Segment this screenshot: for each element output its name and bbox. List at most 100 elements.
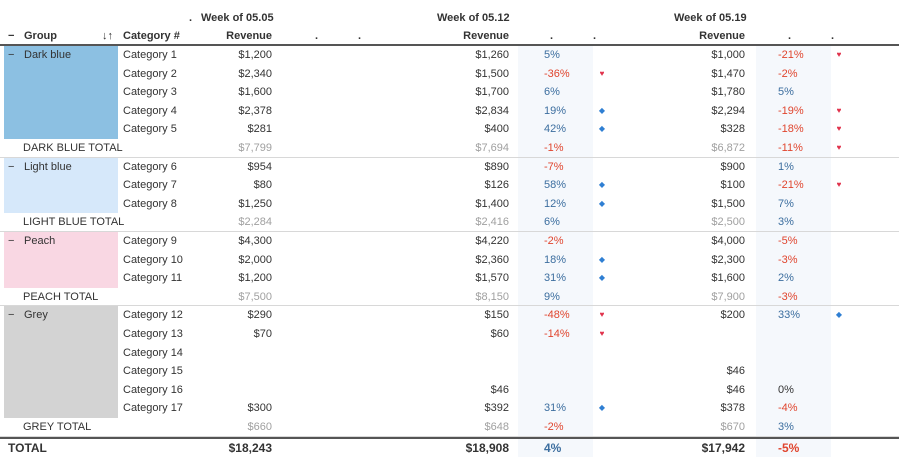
- week2-change-pct: -2%: [544, 235, 564, 247]
- group-total-week2-pct: -2%: [544, 421, 564, 433]
- group-total-week1: $2,284: [238, 216, 272, 229]
- week3-pct-shade: [756, 287, 831, 307]
- week3-revenue: $2,294: [711, 104, 745, 117]
- week3-revenue: $1,780: [711, 86, 745, 99]
- week3-pct-shade: [756, 213, 831, 232]
- week1-revenue: $300: [247, 402, 272, 415]
- group-collapse-icon[interactable]: −: [8, 235, 15, 247]
- week3-pct-shade: [756, 83, 831, 102]
- week2-revenue: $150: [484, 309, 509, 322]
- week2-revenue: [429, 362, 509, 380]
- group-total-label: GREY TOTAL: [23, 421, 92, 433]
- category-label: Category 2: [123, 67, 177, 80]
- sort-icon[interactable]: ↓↑: [102, 30, 113, 42]
- week2-revenue: $2,360: [475, 253, 509, 266]
- week2-change-pct: -36%: [544, 67, 570, 80]
- week1-revenue: $281: [247, 123, 272, 136]
- week1-revenue: $70: [253, 328, 272, 340]
- group-divider: [0, 305, 899, 307]
- category-label: Category 10: [123, 253, 183, 266]
- week2-revenue: $2,834: [475, 104, 509, 117]
- week2-revenue: $126: [484, 179, 509, 192]
- week1-revenue: [192, 381, 272, 399]
- group-total-week3-pct: 3%: [778, 421, 794, 433]
- week2-revenue: $60: [490, 328, 509, 340]
- group-total-week2: $7,694: [475, 142, 509, 154]
- week1-revenue-header[interactable]: Revenue: [226, 30, 272, 42]
- week3-pct-shade: [756, 250, 831, 270]
- week1-revenue: $80: [253, 179, 272, 192]
- group-collapse-icon[interactable]: −: [8, 160, 15, 173]
- week1-revenue: $2,000: [238, 253, 272, 266]
- category-label: Category 16: [123, 383, 183, 396]
- group-collapse-icon[interactable]: −: [8, 49, 15, 61]
- week1-dot: .: [189, 12, 193, 24]
- col-dot: .: [831, 30, 835, 42]
- week2-change-pct: -7%: [544, 160, 564, 173]
- week3-revenue-header[interactable]: Revenue: [699, 30, 745, 42]
- week3-revenue: $1,500: [711, 197, 745, 210]
- group-total-week3-pct: -11%: [778, 142, 803, 154]
- grand-total-week2: $18,908: [465, 440, 509, 455]
- week3-revenue: $1,470: [711, 67, 745, 80]
- group-label[interactable]: Light blue: [24, 160, 72, 173]
- category-label: Category 6: [123, 160, 177, 173]
- week2-change-pct: 31%: [544, 272, 567, 285]
- heart-down-icon: ♥: [836, 124, 842, 134]
- group-total-week2: $8,150: [475, 290, 509, 303]
- group-label[interactable]: Dark blue: [24, 49, 72, 61]
- week1-revenue: $4,300: [238, 235, 272, 247]
- week2-pct-shade: [518, 176, 593, 195]
- week3-pct-shade: [756, 232, 831, 251]
- week2-revenue: $1,400: [475, 197, 509, 210]
- week2-header[interactable]: Week of 05.12: [437, 12, 510, 24]
- week2-revenue: [429, 344, 509, 362]
- group-color-block: [4, 306, 118, 418]
- week3-pct-shade: [756, 343, 831, 363]
- week1-revenue: $2,340: [238, 67, 272, 80]
- grand-total-week3: $17,942: [701, 440, 745, 455]
- week3-pct-shade: [756, 306, 831, 325]
- week3-change-pct: -21%: [778, 49, 804, 61]
- group-total-week2: $648: [484, 421, 509, 433]
- col-dot: .: [550, 30, 554, 42]
- week2-change-pct: 31%: [544, 402, 567, 415]
- group-color-block: [4, 157, 118, 214]
- heart-down-icon: ♥: [836, 105, 842, 115]
- week3-header[interactable]: Week of 05.19: [674, 12, 747, 24]
- group-divider: [0, 435, 899, 437]
- week2-pct-shade: [518, 343, 593, 363]
- week2-change-pct: 6%: [544, 86, 560, 99]
- col-dot: .: [788, 30, 792, 42]
- week2-pct-shade: [518, 362, 593, 381]
- week3-revenue: $200: [720, 309, 745, 322]
- category-label: Category 5: [123, 123, 177, 136]
- week3-pct-shade: [756, 362, 831, 381]
- week3-revenue: $1,600: [711, 272, 745, 285]
- week2-revenue-header[interactable]: Revenue: [463, 30, 509, 42]
- week1-revenue: $1,600: [238, 86, 272, 99]
- week1-revenue: [192, 344, 272, 362]
- group-total-week3-pct: 3%: [778, 216, 794, 229]
- group-label[interactable]: Grey: [24, 309, 48, 322]
- week3-revenue: $378: [720, 402, 745, 415]
- group-total-week3: $670: [720, 421, 745, 433]
- week1-revenue: $2,378: [238, 104, 272, 117]
- week1-header[interactable]: Week of 05.05: [201, 12, 274, 24]
- week2-change-pct: 5%: [544, 49, 560, 61]
- week3-revenue: [665, 344, 745, 362]
- group-collapse-icon[interactable]: −: [8, 30, 15, 42]
- week2-pct-shade: [518, 64, 593, 84]
- group-column-header[interactable]: Group: [24, 30, 57, 42]
- week1-revenue: $1,200: [238, 49, 272, 61]
- week3-change-pct: -18%: [778, 123, 804, 136]
- week2-pct-shade: [518, 120, 593, 139]
- category-column-header[interactable]: Category #: [123, 30, 180, 42]
- group-collapse-icon[interactable]: −: [8, 309, 15, 322]
- week3-pct-shade: [756, 64, 831, 84]
- week3-revenue: $46: [726, 365, 745, 378]
- group-label[interactable]: Peach: [24, 235, 56, 247]
- heart-down-icon: ♥: [599, 310, 605, 320]
- category-label: Category 13: [123, 328, 183, 340]
- grand-total-divider: [0, 436, 899, 439]
